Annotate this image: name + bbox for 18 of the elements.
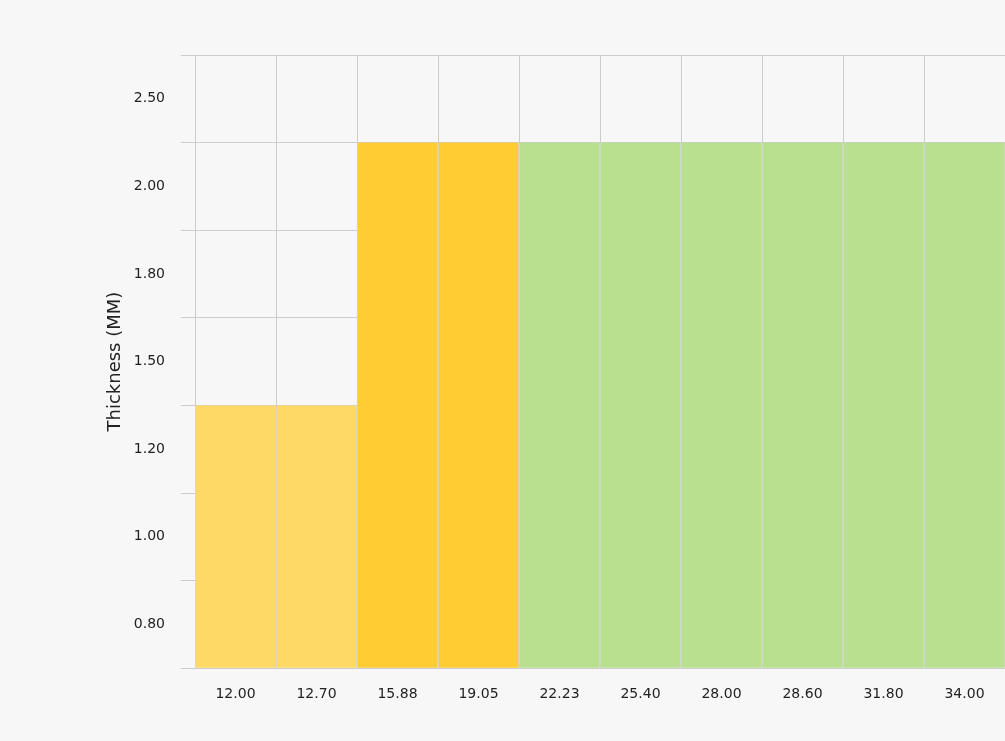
text: 1.80 — [133, 264, 165, 281]
text: 1.20 — [133, 439, 165, 456]
text: 1.00 — [133, 527, 165, 544]
x-tick-label: 15.88 — [377, 685, 418, 702]
x-tick-label: 31.80 — [863, 685, 904, 702]
x-tick-label: 19.05 — [458, 685, 499, 702]
x-tick-label: 22.23 — [539, 685, 580, 702]
text: 1.50 — [133, 352, 165, 369]
x-tick-label: 28.00 — [701, 685, 742, 702]
text: 2.00 — [133, 177, 165, 194]
text: 2.50 — [133, 89, 165, 106]
y-axis-title: Thickness (MM) — [103, 291, 125, 433]
x-tick-label: 28.60 — [782, 685, 823, 702]
x-tick-label: 12.00 — [215, 685, 256, 702]
x-tick-label: 25.40 — [620, 685, 661, 702]
x-tick-label: 34.00 — [944, 685, 985, 702]
x-tick-label: 12.70 — [296, 685, 337, 702]
text: 0.80 — [133, 615, 165, 632]
